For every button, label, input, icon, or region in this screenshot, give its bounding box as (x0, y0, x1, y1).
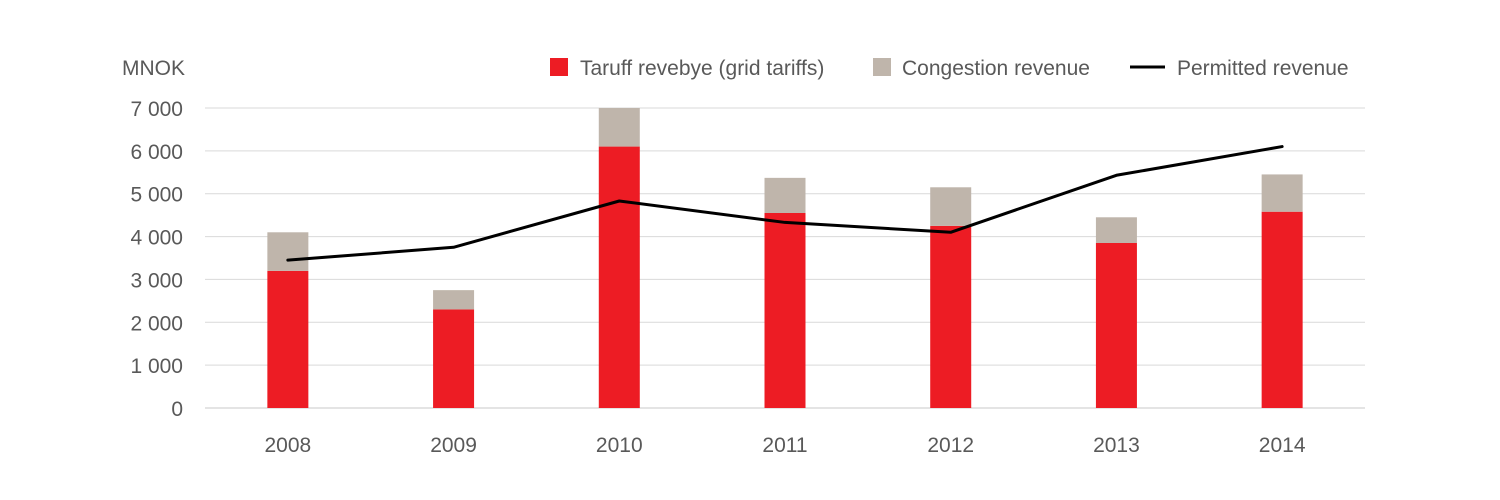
bar-congestion-revenue (1261, 174, 1303, 212)
bar-grid-tariffs (764, 213, 806, 408)
x-tick-label: 2011 (762, 434, 807, 457)
x-tick-label: 2009 (430, 434, 477, 457)
y-tick-label: 5 000 (130, 184, 183, 207)
x-tick-label: 2012 (927, 434, 974, 457)
legend: Taruff revebye (grid tariffs) Congestion… (550, 57, 1349, 80)
y-tick-label: 7 000 (130, 98, 183, 121)
bar-grid-tariffs (1261, 211, 1303, 408)
bar-congestion-revenue (930, 187, 972, 226)
x-tick-label: 2014 (1259, 434, 1306, 457)
x-tick-label: 2010 (596, 434, 643, 457)
bar-congestion-revenue (764, 177, 806, 213)
bar-grid-tariffs (598, 146, 640, 409)
bar-grid-tariffs (1095, 243, 1137, 408)
bar-congestion-revenue (598, 108, 640, 147)
y-axis-unit-label: MNOK (122, 57, 185, 80)
bar-congestion-revenue (267, 232, 309, 271)
bar-grid-tariffs (267, 270, 309, 408)
x-tick-label: 2008 (264, 434, 311, 457)
bar-grid-tariffs (930, 225, 972, 408)
legend-label-permitted-revenue: Permitted revenue (1177, 57, 1349, 80)
legend-label-congestion: Congestion revenue (902, 57, 1090, 80)
legend-swatch-grid-tariffs (550, 58, 568, 76)
y-tick-label: 2 000 (130, 312, 183, 335)
axes: 0 1 000 2 000 3 000 4 000 5 000 6 000 7 000 2008… (130, 98, 1305, 457)
permitted-revenue-line-group (286, 145, 1284, 262)
y-tick-label: 1 000 (130, 355, 183, 378)
legend-swatch-congestion (873, 58, 891, 76)
x-tick-label: 2013 (1093, 434, 1140, 457)
bar-congestion-revenue (433, 290, 475, 310)
y-tick-label: 6 000 (130, 141, 183, 164)
y-tick-label: 0 (171, 398, 183, 421)
permitted-revenue-line (286, 145, 1284, 262)
y-tick-label: 4 000 (130, 227, 183, 250)
bar-congestion-revenue (1095, 217, 1137, 243)
bars (267, 108, 1303, 409)
bar-grid-tariffs (433, 309, 475, 408)
legend-label-grid-tariffs: Taruff revebye (grid tariffs) (580, 57, 824, 80)
y-tick-label: 3 000 (130, 269, 183, 292)
